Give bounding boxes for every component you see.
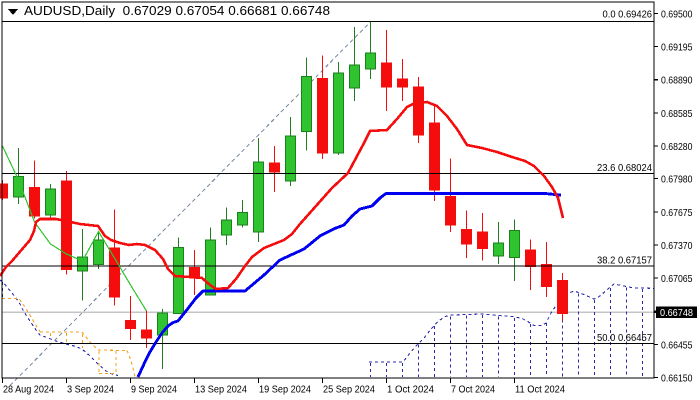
svg-text:0.69500: 0.69500: [661, 8, 693, 20]
svg-text:0.68890: 0.68890: [661, 75, 693, 87]
svg-text:0.66748: 0.66748: [660, 307, 693, 319]
svg-text:25 Sep 2024: 25 Sep 2024: [323, 384, 375, 396]
svg-text:0.68585: 0.68585: [661, 108, 693, 120]
svg-text:1 Oct 2024: 1 Oct 2024: [387, 384, 434, 396]
svg-text:0.66150: 0.66150: [661, 373, 693, 385]
svg-text:0.67675: 0.67675: [661, 207, 693, 219]
svg-text:0.67065: 0.67065: [661, 273, 693, 285]
svg-text:0.67370: 0.67370: [661, 240, 693, 252]
svg-text:0.0 0.69426: 0.0 0.69426: [603, 8, 653, 20]
svg-text:19 Sep 2024: 19 Sep 2024: [259, 384, 311, 396]
svg-text:3 Sep 2024: 3 Sep 2024: [67, 384, 114, 396]
svg-text:0.67980: 0.67980: [661, 174, 693, 186]
svg-text:28 Aug 2024: 28 Aug 2024: [3, 384, 54, 396]
svg-text:50.0 0.66457: 50.0 0.66457: [597, 332, 652, 344]
svg-text:0.69195: 0.69195: [661, 42, 693, 54]
svg-text:0.68280: 0.68280: [661, 141, 693, 153]
svg-text:7 Oct 2024: 7 Oct 2024: [451, 384, 495, 396]
svg-text:9 Sep 2024: 9 Sep 2024: [131, 384, 177, 396]
svg-text:23.6 0.68024: 23.6 0.68024: [597, 162, 652, 174]
svg-text:11 Oct 2024: 11 Oct 2024: [515, 384, 565, 396]
svg-text:AUDUSD,Daily 0.67029 0.67054: AUDUSD,Daily 0.67029 0.67054 0.66681 0.6…: [24, 4, 330, 18]
svg-text:13 Sep 2024: 13 Sep 2024: [195, 384, 247, 396]
svg-text:0.66455: 0.66455: [661, 339, 693, 351]
svg-text:38.2 0.67157: 38.2 0.67157: [597, 255, 652, 267]
